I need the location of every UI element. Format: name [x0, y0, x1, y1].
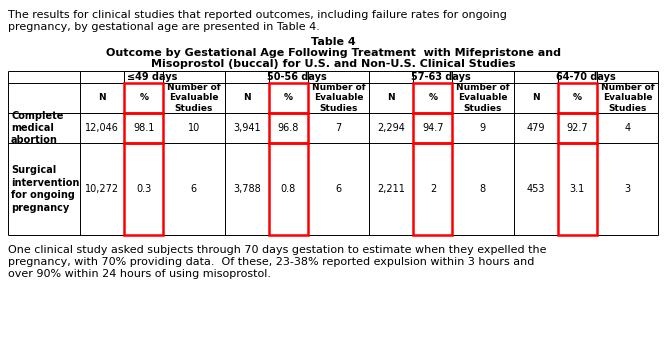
Text: The results for clinical studies that reported outcomes, including failure rates: The results for clinical studies that re… — [8, 10, 507, 20]
Text: %: % — [139, 93, 149, 103]
Text: 50-56 days: 50-56 days — [267, 72, 326, 82]
Text: 2,294: 2,294 — [378, 123, 405, 133]
Bar — [269, 143, 308, 235]
Text: 96.8: 96.8 — [278, 123, 299, 133]
Text: Number of
Evaluable
Studies: Number of Evaluable Studies — [312, 83, 366, 113]
Text: pregnancy, by gestational age are presented in Table 4.: pregnancy, by gestational age are presen… — [8, 22, 320, 32]
Text: 57-63 days: 57-63 days — [412, 72, 471, 82]
Text: Outcome by Gestational Age Following Treatment  with Mifepristone and: Outcome by Gestational Age Following Tre… — [105, 48, 561, 58]
Bar — [558, 143, 597, 235]
Bar — [125, 143, 163, 235]
Text: 10,272: 10,272 — [85, 184, 119, 194]
Bar — [269, 83, 308, 113]
Text: 3,941: 3,941 — [233, 123, 260, 133]
Text: Table 4: Table 4 — [310, 37, 356, 47]
Text: 6: 6 — [191, 184, 197, 194]
Text: 64-70 days: 64-70 days — [556, 72, 615, 82]
Text: 453: 453 — [527, 184, 545, 194]
Text: 0.3: 0.3 — [137, 184, 152, 194]
Text: 98.1: 98.1 — [133, 123, 155, 133]
Text: over 90% within 24 hours of using misoprostol.: over 90% within 24 hours of using misopr… — [8, 269, 271, 279]
Text: 9: 9 — [480, 123, 486, 133]
Text: 92.7: 92.7 — [567, 123, 588, 133]
Text: ≤49 days: ≤49 days — [127, 72, 177, 82]
Text: pregnancy, with 70% providing data.  Of these, 23-38% reported expulsion within : pregnancy, with 70% providing data. Of t… — [8, 257, 534, 267]
Text: 0.8: 0.8 — [281, 184, 296, 194]
Text: %: % — [284, 93, 293, 103]
Text: 2: 2 — [430, 184, 436, 194]
Text: %: % — [573, 93, 582, 103]
Text: 94.7: 94.7 — [422, 123, 444, 133]
Bar — [125, 113, 163, 143]
Text: 4: 4 — [624, 123, 631, 133]
Text: N: N — [388, 93, 395, 103]
Bar — [125, 83, 163, 113]
Text: 12,046: 12,046 — [85, 123, 119, 133]
Bar — [558, 113, 597, 143]
Text: Complete
medical
abortion: Complete medical abortion — [11, 110, 63, 145]
Text: Number of
Evaluable
Studies: Number of Evaluable Studies — [601, 83, 654, 113]
Text: Number of
Evaluable
Studies: Number of Evaluable Studies — [456, 83, 509, 113]
Text: Misoprostol (buccal) for U.S. and Non-U.S. Clinical Studies: Misoprostol (buccal) for U.S. and Non-U.… — [151, 59, 515, 69]
Text: 10: 10 — [188, 123, 200, 133]
Text: N: N — [99, 93, 106, 103]
Text: %: % — [428, 93, 438, 103]
Text: 2,211: 2,211 — [378, 184, 405, 194]
Bar — [269, 113, 308, 143]
Text: Number of
Evaluable
Studies: Number of Evaluable Studies — [167, 83, 221, 113]
Text: 3.1: 3.1 — [570, 184, 585, 194]
Text: 479: 479 — [527, 123, 545, 133]
Bar — [414, 83, 452, 113]
Text: 8: 8 — [480, 184, 486, 194]
Text: 6: 6 — [336, 184, 342, 194]
Text: One clinical study asked subjects through 70 days gestation to estimate when the: One clinical study asked subjects throug… — [8, 245, 547, 255]
Text: N: N — [243, 93, 250, 103]
Text: N: N — [532, 93, 539, 103]
Text: Surgical
intervention
for ongoing
pregnancy: Surgical intervention for ongoing pregna… — [11, 165, 79, 212]
Text: 3: 3 — [624, 184, 631, 194]
Bar — [414, 143, 452, 235]
Bar — [414, 113, 452, 143]
Bar — [558, 83, 597, 113]
Text: 7: 7 — [335, 123, 342, 133]
Text: 3,788: 3,788 — [233, 184, 260, 194]
